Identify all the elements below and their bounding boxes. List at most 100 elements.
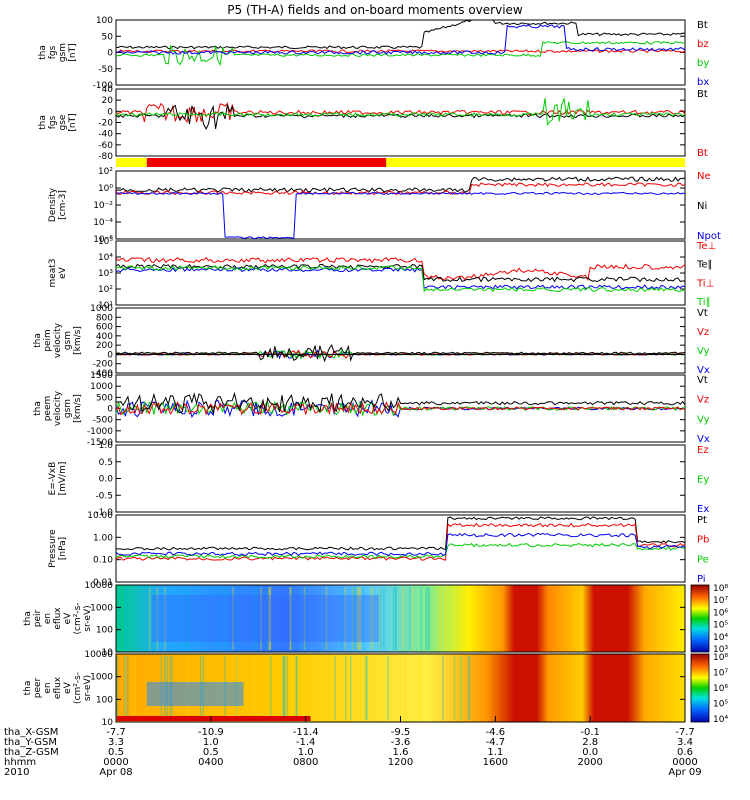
y-tick-label: 10⁻⁶	[93, 235, 113, 245]
panel-frame	[115, 88, 686, 157]
legend-entry: Ez	[697, 445, 709, 456]
ephemeris-value: 0400	[198, 757, 223, 768]
spectrogram-stripe	[454, 656, 457, 720]
spectrogram-stripe	[425, 587, 427, 650]
spectrogram-stripe	[467, 656, 470, 720]
ephemeris-value: -10.9	[198, 727, 224, 738]
spectrogram-stripe	[412, 587, 414, 650]
y-tick-label: 20	[102, 96, 114, 106]
panel-3: 10² 10⁰ 10⁻² 10⁻⁴ 10⁻⁶ Density [cm-3] Ne Ni Npot	[48, 167, 721, 245]
y-axis-label: [nT]	[68, 113, 78, 131]
spectrogram-stripe	[260, 587, 262, 650]
spectrogram-stripe	[269, 587, 272, 650]
spectrogram-stripe	[232, 587, 234, 650]
ephemeris-row-label: tha_Y-GSM	[4, 737, 57, 748]
spectrogram-stripe	[454, 656, 456, 720]
ephemeris-value: 0000	[672, 757, 697, 768]
y-axis-label: tha	[38, 45, 48, 60]
y-tick-label: -0.5	[95, 491, 113, 501]
y-axis-label: fgs	[48, 115, 58, 129]
panel-frame	[115, 170, 686, 240]
y-tick-label: 100	[96, 695, 113, 705]
ephemeris-value: 2.8	[582, 737, 598, 748]
legend-entry: Vz	[697, 327, 709, 338]
y-axis-label: tha	[23, 681, 33, 696]
trace-Bt	[115, 104, 686, 130]
ephemeris-table: tha_X-GSM -7.7 -10.9 -11.4 -9.5 -4.6 -0.1 -7.7 t…	[4, 716, 702, 778]
colorbar-tick-label: 10⁴	[713, 633, 728, 643]
panel-frame	[115, 307, 686, 374]
spectrogram-stripe	[461, 656, 463, 720]
spectrogram-stripe	[266, 587, 269, 650]
spectrogram-stripe	[283, 656, 286, 720]
y-axis-label: eV	[63, 612, 73, 625]
y-tick-label: 0.10	[93, 556, 113, 566]
y-axis-label: [km/s]	[73, 326, 83, 355]
trace-Pe	[115, 542, 686, 559]
ephemeris-value: -11.4	[293, 727, 319, 738]
legend-entry: Te∥	[696, 260, 713, 271]
y-axis-label: velocity	[53, 390, 63, 426]
trace-Vy	[115, 400, 686, 417]
spectrogram-stripe	[187, 587, 189, 650]
spectrogram-stripe	[296, 656, 298, 720]
legend-entry: Vt	[697, 375, 708, 386]
colorbar-tick-label: 10⁸	[713, 584, 728, 594]
ephemeris-value: -4.7	[486, 737, 506, 748]
spectrogram-stripe	[334, 656, 336, 720]
trace-by	[115, 40, 686, 67]
y-tick-label: 10000	[84, 581, 113, 591]
legend-entry: Vt	[697, 308, 708, 319]
ephemeris-value: 1.0	[203, 737, 219, 748]
y-tick-label: 10000	[84, 650, 113, 660]
y-axis-label: [nPa]	[58, 537, 68, 560]
y-axis-label: gsm	[63, 399, 73, 418]
spectrogram-stripe	[428, 587, 431, 650]
spectrogram-stripe	[454, 656, 456, 720]
y-axis-label: velocity	[53, 322, 63, 358]
spectrogram-stripe	[116, 656, 119, 720]
spectrogram-stripe	[380, 656, 382, 720]
spectrogram-stripe	[409, 587, 411, 650]
spectrogram-stripe	[352, 587, 354, 650]
y-tick-label: 10	[102, 648, 114, 658]
ephemeris-value: 2000	[577, 757, 602, 768]
spectrogram-stripe	[126, 656, 129, 720]
spectrogram-stripe	[358, 587, 361, 650]
ephemeris-value: -1.4	[296, 737, 316, 748]
y-tick-label: -60	[98, 141, 113, 151]
spectrogram-stripe	[124, 656, 126, 720]
colorbar-tick-label: 10⁵	[713, 700, 728, 710]
colorbar-tick-label: 10⁷	[713, 669, 728, 679]
ephemeris-value: 1600	[483, 757, 508, 768]
colorbar	[690, 653, 710, 723]
spectrogram-stripe	[295, 656, 297, 720]
trace-Bt	[115, 19, 686, 50]
spectrogram-stripe	[305, 587, 308, 650]
spectrogram-stripe	[369, 587, 372, 650]
y-tick-label: 1000	[90, 603, 113, 613]
y-axis-label: tha	[23, 611, 33, 626]
spectrogram-stripe	[291, 587, 294, 650]
y-tick-label: 10⁵	[98, 237, 113, 247]
ephemeris-value: -7.7	[675, 727, 695, 738]
ephemeris-row-label: tha_Z-GSM	[4, 747, 59, 758]
spectrogram-stripe	[460, 656, 462, 720]
spectrogram-stripe	[268, 587, 270, 650]
mode-segment	[116, 158, 147, 167]
trace-Vz	[115, 401, 686, 416]
spectrogram-stripe	[418, 656, 420, 720]
y-axis-label: tha	[33, 333, 43, 348]
spectrogram-stripe	[118, 587, 120, 650]
trace-Vt	[115, 344, 686, 363]
spectrogram-stripe	[402, 587, 404, 650]
spectrogram-stripe	[387, 656, 389, 720]
trace-Ne	[115, 182, 686, 196]
y-tick-label: -1000	[87, 427, 113, 437]
spectrogram-stripe	[286, 656, 288, 720]
spectrogram-stripe	[282, 656, 284, 720]
y-axis-label: fgs	[48, 45, 58, 59]
low-energy-band	[117, 716, 311, 721]
